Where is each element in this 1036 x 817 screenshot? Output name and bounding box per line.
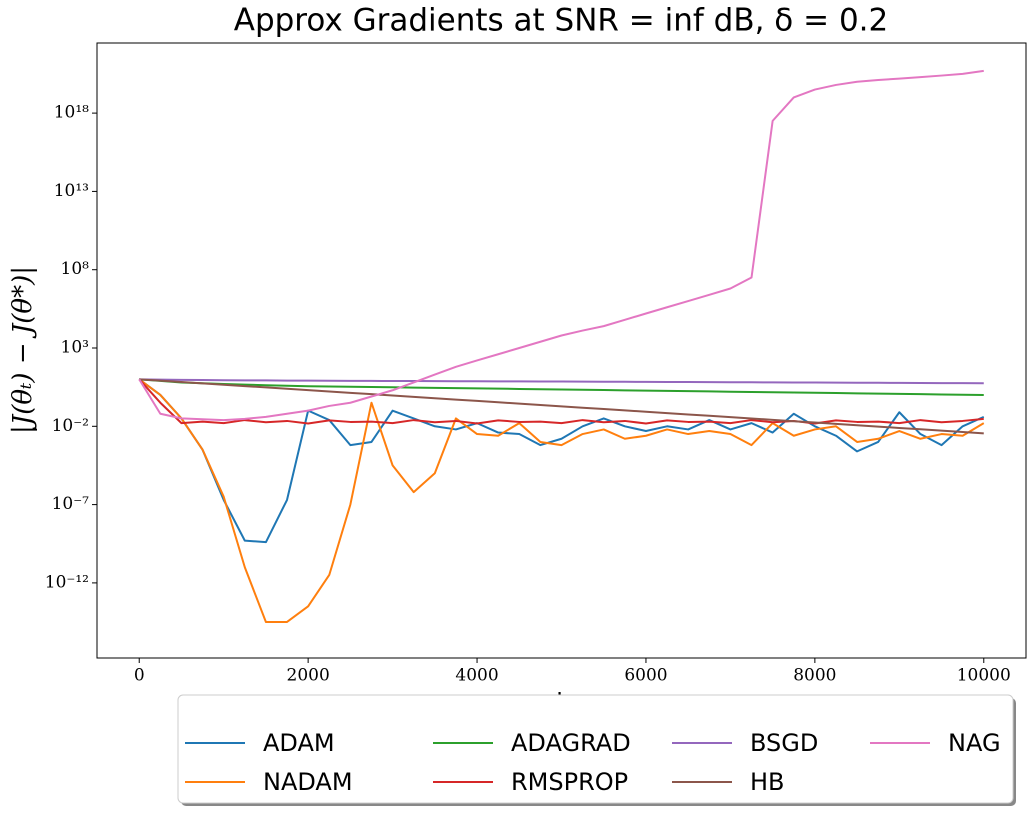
series-line [139,378,984,435]
legend-label: NAG [948,729,1001,757]
plot-area [138,69,985,623]
series-line [139,378,984,385]
y-tick-label: 10⁸ [61,259,90,279]
legend-label: RMSPROP [511,768,628,796]
series-line [138,378,985,623]
series-line [139,378,984,396]
legend-label: BSGD [750,729,818,757]
series-line [138,69,984,422]
x-tick-label: 2000 [287,666,330,686]
y-tick-label: 10³ [61,338,89,358]
y-tick-label: 10⁻² [52,416,89,436]
legend-label: NADAM [263,768,353,796]
x-tick-label: 4000 [455,666,498,686]
x-tick-label: 10000 [957,666,1011,686]
y-tick-label: 10¹³ [54,181,89,201]
x-tick-label: 8000 [793,666,836,686]
chart-title: Approx Gradients at SNR = inf dB, δ = 0.… [234,3,889,39]
series-line [138,378,984,425]
y-axis-label: |J(θₜ) − J(θ*)| [8,266,38,434]
legend-box [177,694,1014,804]
legend-label: HB [750,768,785,796]
legend-label: ADAGRAD [511,729,631,757]
x-tick-label: 6000 [624,666,667,686]
legend-label: ADAM [263,729,335,757]
series-line [138,378,985,544]
y-tick-label: 10¹⁸ [54,103,89,123]
y-tick-label: 10⁻¹² [45,572,89,592]
y-tick-label: 10⁻⁷ [52,494,90,514]
axes-frame [96,42,1027,659]
x-tick-label: 0 [134,666,145,686]
